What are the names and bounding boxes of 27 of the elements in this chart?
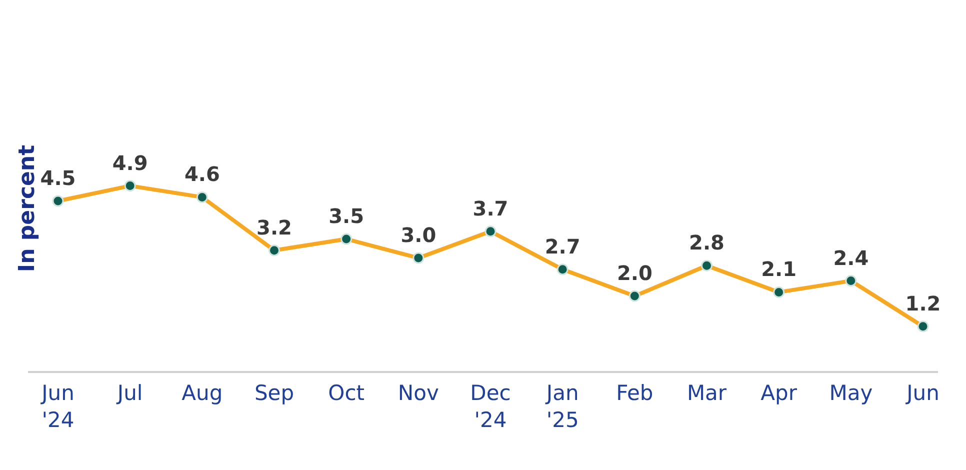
data-label: 3.2 [256,215,292,240]
x-tick-label: Aug [182,381,223,405]
data-label: 2.4 [833,246,869,270]
x-tick-label: Jul [115,381,143,405]
data-label: 1.2 [905,291,941,316]
x-tick-label: Feb [616,381,654,405]
data-label: 4.5 [40,166,76,190]
x-tick-label: Jun [904,381,940,405]
data-label: 2.0 [616,261,652,285]
data-label: 3.7 [472,196,508,220]
x-tick-label: Nov [398,381,439,405]
data-label: 2.7 [544,234,580,258]
x-tick-label: Sep [254,381,294,405]
x-tick-label: Dec '24 [470,381,511,432]
x-tick-label: Apr [760,381,798,405]
x-tick-label: Mar [686,381,727,405]
data-label: 3.0 [400,223,436,247]
x-tick-label: Jun '24 [40,381,74,432]
x-tick-label: Jan '25 [544,381,579,432]
x-tick-label: May [829,381,873,405]
x-tick-label: Oct [328,381,364,405]
data-label: 2.8 [689,230,724,255]
data-label: 4.9 [112,150,148,175]
data-label: 4.6 [184,162,220,186]
data-label: 2.1 [761,257,797,282]
y-axis-title: In percent [16,144,41,272]
data-label: 3.5 [328,204,364,228]
